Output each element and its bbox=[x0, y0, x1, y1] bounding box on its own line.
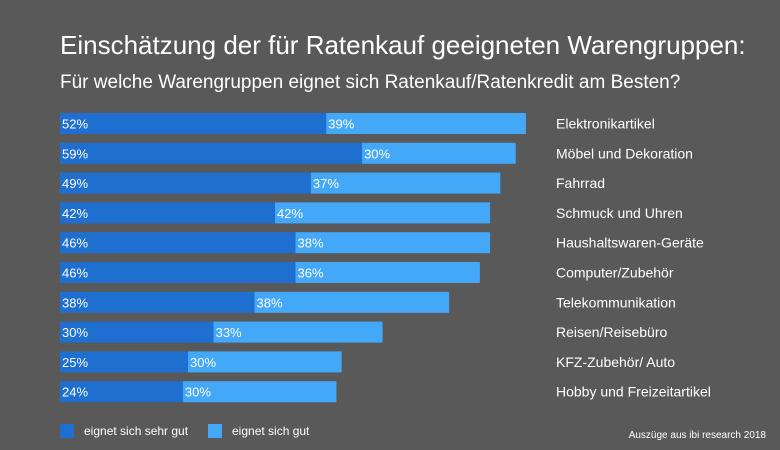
data-label-sehr-gut-4: 46% bbox=[62, 236, 88, 251]
legend-item-series1: eignet sich sehr gut bbox=[60, 424, 188, 438]
data-label-gut-2: 37% bbox=[313, 176, 339, 191]
category-label-5: Computer/Zubehör bbox=[556, 265, 674, 281]
category-label-7: Reisen/Reisebüro bbox=[556, 324, 667, 340]
bar-sehr-gut-6 bbox=[60, 291, 255, 313]
bar-sehr-gut-0 bbox=[60, 113, 327, 134]
legend-label-series2: eignet sich gut bbox=[232, 424, 310, 438]
data-label-sehr-gut-7: 30% bbox=[62, 325, 88, 340]
chart-subtitle: Für welche Warengruppen eignet sich Rate… bbox=[60, 72, 681, 93]
bar-gut-5 bbox=[295, 262, 480, 283]
bar-sehr-gut-1 bbox=[60, 142, 363, 164]
legend-label-series1: eignet sich sehr gut bbox=[84, 424, 189, 438]
data-label-gut-8: 30% bbox=[190, 355, 216, 370]
bar-sehr-gut-7 bbox=[60, 321, 214, 343]
category-label-6: Telekommunikation bbox=[556, 294, 676, 310]
data-label-gut-5: 36% bbox=[298, 266, 324, 281]
legend-item-series2: eignet sich gut bbox=[208, 424, 309, 438]
source-note: Auszüge aus ibi research 2018 bbox=[628, 430, 766, 441]
data-label-sehr-gut-3: 42% bbox=[62, 206, 88, 221]
bar-sehr-gut-2 bbox=[60, 172, 311, 194]
data-label-gut-4: 38% bbox=[298, 236, 324, 251]
category-label-4: Haushaltswaren-Geräte bbox=[556, 235, 704, 251]
data-label-gut-7: 33% bbox=[216, 325, 242, 340]
category-label-0: Elektronikartikel bbox=[556, 116, 655, 132]
category-label-1: Möbel und Dekoration bbox=[556, 145, 693, 161]
bar-gut-2 bbox=[310, 172, 501, 194]
bar-sehr-gut-5 bbox=[60, 262, 296, 283]
data-label-sehr-gut-8: 25% bbox=[62, 355, 88, 370]
bar-sehr-gut-9 bbox=[60, 381, 183, 403]
data-label-sehr-gut-0: 52% bbox=[62, 117, 88, 132]
bar-gut-7 bbox=[213, 321, 383, 343]
data-label-gut-3: 42% bbox=[277, 206, 303, 221]
data-label-gut-0: 39% bbox=[328, 117, 354, 132]
data-label-gut-9: 30% bbox=[185, 385, 211, 400]
bar-sehr-gut-4 bbox=[60, 232, 296, 254]
category-label-8: KFZ-Zubehör/ Auto bbox=[556, 354, 675, 370]
legend-swatch-series2 bbox=[208, 424, 222, 438]
category-label-9: Hobby und Freizeitartikel bbox=[556, 384, 711, 400]
bar-sehr-gut-3 bbox=[60, 202, 276, 224]
data-label-sehr-gut-6: 38% bbox=[62, 295, 88, 310]
category-label-2: Fahrrad bbox=[556, 175, 605, 191]
data-label-sehr-gut-5: 46% bbox=[62, 266, 88, 281]
bar-gut-8 bbox=[188, 351, 342, 373]
bar-chart: 52% 39% Elektronikartikel 59% 30% Möbel und D… bbox=[60, 113, 711, 403]
bar-gut-6 bbox=[254, 291, 450, 313]
bar-gut-4 bbox=[295, 232, 491, 254]
bar-gut-3 bbox=[275, 202, 491, 224]
legend-swatch-series1 bbox=[60, 424, 74, 438]
data-label-gut-1: 30% bbox=[364, 146, 390, 161]
category-label-3: Schmuck und Uhren bbox=[556, 205, 683, 221]
bar-sehr-gut-8 bbox=[60, 351, 188, 373]
data-label-sehr-gut-1: 59% bbox=[62, 146, 88, 161]
data-label-gut-6: 38% bbox=[257, 295, 283, 310]
data-label-sehr-gut-2: 49% bbox=[62, 176, 88, 191]
bar-gut-0 bbox=[326, 113, 526, 134]
chart-title: Einschätzung der für Ratenkauf geeignete… bbox=[60, 30, 746, 60]
data-label-sehr-gut-9: 24% bbox=[62, 385, 88, 400]
bar-gut-1 bbox=[362, 142, 516, 164]
bar-gut-9 bbox=[182, 381, 337, 403]
